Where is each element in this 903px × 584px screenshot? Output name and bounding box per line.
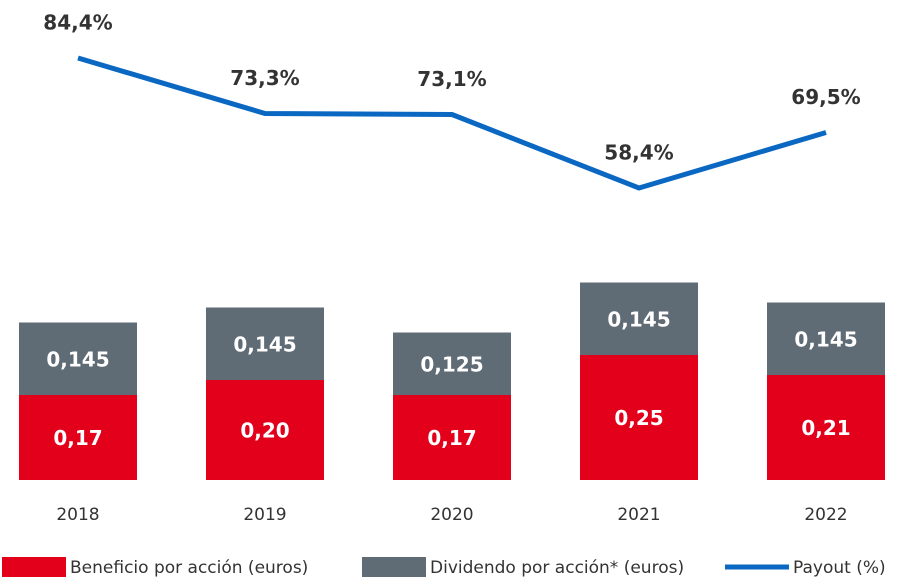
line-label: 69,5% (791, 85, 860, 109)
bar-segment (19, 322, 137, 395)
legend-swatch (362, 557, 426, 577)
bar-segment (767, 302, 885, 375)
legend-label: Payout (%) (793, 558, 886, 578)
legend-label: Beneficio por acción (euros) (70, 558, 308, 578)
bar-segment (19, 395, 137, 480)
line-label: 73,1% (417, 67, 486, 91)
value-label: 0,20 (240, 419, 289, 443)
value-label: 0,21 (801, 416, 850, 440)
value-label: 0,145 (46, 347, 109, 371)
x-tick-label: 2022 (804, 505, 847, 525)
bar-segment (767, 375, 885, 480)
value-label: 0,125 (420, 352, 483, 376)
legend-swatch (2, 557, 66, 577)
value-label: 0,17 (427, 426, 476, 450)
value-label: 0,145 (607, 307, 670, 331)
bar-segment (580, 355, 698, 480)
x-tick-label: 2020 (430, 505, 473, 525)
x-tick-label: 2018 (56, 505, 99, 525)
bar-segment (580, 282, 698, 355)
value-label: 0,17 (53, 426, 102, 450)
line-label: 84,4% (43, 11, 112, 35)
bar-segment (393, 395, 511, 480)
value-label: 0,145 (233, 332, 296, 356)
x-tick-label: 2021 (617, 505, 660, 525)
line-label: 58,4% (604, 141, 673, 165)
bar-segment (393, 332, 511, 395)
value-label: 0,145 (794, 327, 857, 351)
bar-segment (206, 380, 324, 480)
value-label: 0,25 (614, 406, 663, 430)
bar-segment (206, 307, 324, 380)
x-tick-label: 2019 (243, 505, 286, 525)
legend-label: Dividendo por acción* (euros) (430, 558, 684, 578)
payout-line (77, 55, 827, 191)
line-label: 73,3% (230, 66, 299, 90)
